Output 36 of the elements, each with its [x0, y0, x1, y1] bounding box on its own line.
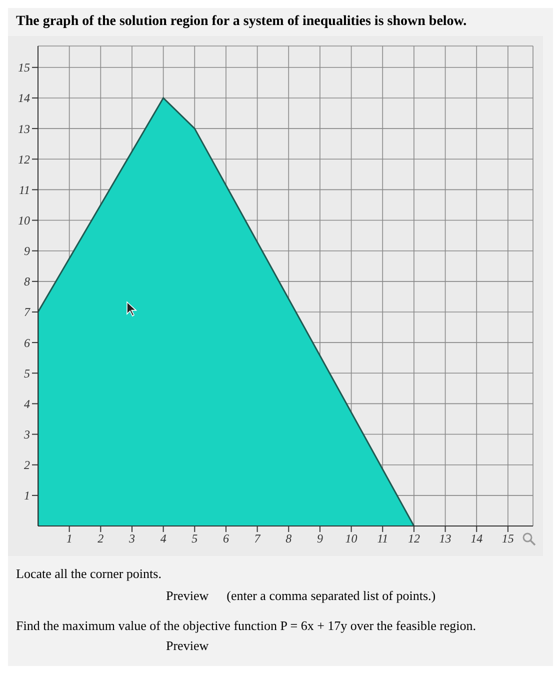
- x-tick-label: 2: [98, 532, 104, 546]
- x-tick-label: 6: [222, 532, 229, 546]
- x-tick-label: 12: [408, 532, 420, 546]
- y-tick-label: 9: [24, 244, 30, 258]
- x-tick-label: 10: [345, 532, 358, 546]
- x-tick-label: 5: [192, 532, 198, 546]
- x-tick-label: 13: [439, 532, 452, 546]
- y-tick-label: 10: [18, 214, 30, 228]
- text: Preview: [166, 638, 210, 654]
- y-tick-label: 6: [24, 336, 30, 350]
- x-tick-label: 4: [160, 532, 166, 546]
- y-tick-label: 2: [24, 458, 30, 472]
- text: (enter a comma separated list of points.): [226, 588, 436, 603]
- y-tick-label: 1: [24, 488, 30, 503]
- y-tick-label: 14: [18, 91, 30, 106]
- y-tick-label: 5: [24, 366, 30, 380]
- y-tick-label: 11: [18, 182, 30, 197]
- y-tick-label: 12: [18, 152, 30, 166]
- chart-title: The graph of the solution region for a system of inequalities is shown below.: [15, 13, 468, 31]
- text: Find the maximum value of the objective function P = 6x + 17y over the feasible region.: [16, 618, 478, 634]
- x-tick-label: 7: [254, 532, 262, 546]
- y-tick-label: 8: [24, 274, 30, 289]
- y-tick-label: 3: [23, 428, 30, 442]
- x-tick-label: 1: [66, 532, 72, 546]
- y-tick-label: 7: [24, 305, 31, 320]
- x-tick-label: 14: [470, 532, 483, 546]
- x-tick-label: 8: [286, 532, 292, 546]
- x-tick-label: 11: [377, 532, 388, 546]
- y-tick-label: 4: [24, 396, 30, 411]
- x-tick-label: 3: [128, 532, 135, 546]
- y-tick-label: 15: [18, 60, 30, 75]
- y-tick-label: 13: [18, 122, 30, 136]
- text: Preview: [166, 588, 209, 603]
- text: Locate all the corner points.: [16, 566, 162, 582]
- x-tick-label: 15: [502, 532, 514, 546]
- x-tick-label: 9: [316, 532, 323, 546]
